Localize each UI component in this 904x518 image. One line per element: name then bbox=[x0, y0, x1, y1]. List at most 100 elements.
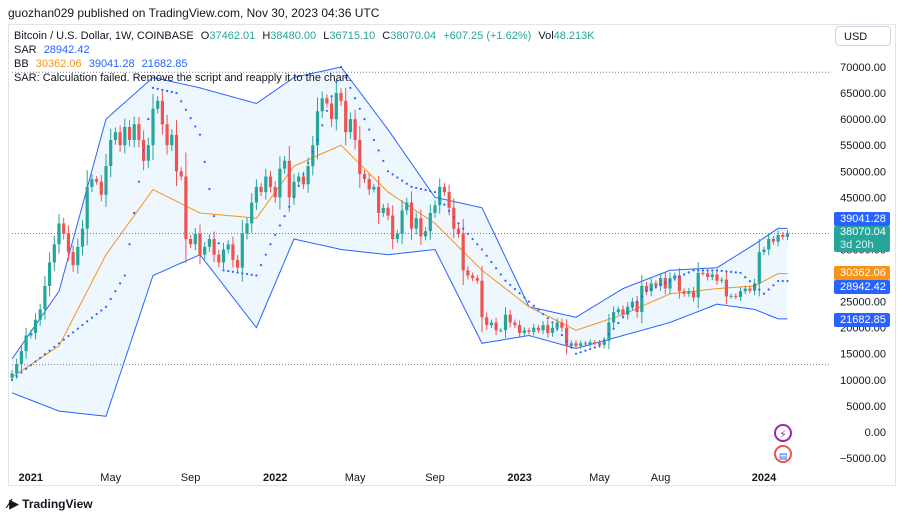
sar-dot bbox=[81, 323, 84, 327]
candle bbox=[626, 301, 630, 320]
sar-dot bbox=[170, 90, 173, 94]
sar-dot bbox=[584, 349, 587, 352]
candle-body bbox=[367, 179, 371, 190]
candle bbox=[781, 232, 785, 240]
candle bbox=[522, 327, 526, 336]
candle bbox=[109, 128, 113, 178]
sar-dot bbox=[523, 296, 526, 299]
sar-dot bbox=[485, 254, 488, 257]
candle-body bbox=[626, 306, 630, 315]
symbol-name[interactable]: Bitcoin / U.S. Dollar, 1W, COINBASE bbox=[14, 30, 194, 42]
candle-body bbox=[71, 252, 75, 266]
open-label: O bbox=[200, 30, 210, 42]
lightning-icon[interactable]: ⚡ bbox=[774, 424, 792, 442]
sar-dot bbox=[701, 269, 705, 272]
brand-name: TradingView bbox=[22, 497, 93, 511]
candle-body bbox=[297, 176, 301, 182]
sar-dot bbox=[180, 100, 183, 103]
candle bbox=[113, 127, 117, 145]
sar-dot bbox=[255, 274, 258, 277]
candle-body bbox=[33, 319, 38, 333]
candle bbox=[428, 204, 432, 240]
candle-body bbox=[640, 286, 644, 313]
candle-body bbox=[682, 291, 686, 294]
sar-dot bbox=[48, 349, 51, 352]
candle-body bbox=[635, 301, 639, 312]
candle bbox=[701, 270, 705, 276]
sar-dot bbox=[302, 173, 305, 176]
sar-dot bbox=[744, 275, 747, 279]
candle-body bbox=[344, 100, 348, 133]
high-label: H bbox=[262, 30, 271, 42]
sar-dot bbox=[236, 271, 239, 274]
legend-sar-row[interactable]: SAR 28942.42 bbox=[14, 44, 94, 56]
sar-dot bbox=[706, 269, 709, 272]
candle bbox=[785, 230, 790, 241]
us-flag-event-icon[interactable]: ▤ bbox=[774, 445, 792, 463]
sar-dot bbox=[166, 89, 169, 93]
sar-dot bbox=[39, 356, 42, 360]
sar-dot bbox=[499, 273, 502, 276]
candle bbox=[132, 116, 136, 148]
candle-body bbox=[428, 213, 432, 232]
candle bbox=[226, 240, 230, 254]
candle-body bbox=[10, 373, 14, 378]
candle bbox=[424, 227, 428, 241]
sar-dot bbox=[715, 269, 719, 272]
sar-dot bbox=[551, 321, 554, 324]
bb-basis-price-tag: 30362.06 bbox=[834, 266, 890, 280]
candle bbox=[682, 288, 686, 297]
candle bbox=[706, 270, 710, 281]
sar-dot bbox=[748, 280, 752, 283]
bb-basis-line bbox=[11, 144, 788, 378]
sar-dot bbox=[518, 292, 521, 295]
sar-dot bbox=[123, 274, 126, 277]
candle bbox=[250, 193, 254, 233]
candle bbox=[433, 200, 437, 218]
candle bbox=[753, 278, 757, 296]
candle bbox=[513, 319, 517, 329]
bb-upper-price-tag: 39041.28 bbox=[834, 212, 890, 226]
candle bbox=[480, 265, 484, 333]
sar-dot bbox=[86, 320, 89, 323]
candle-body bbox=[659, 278, 663, 286]
candle-body bbox=[518, 325, 522, 333]
sar-dot bbox=[283, 215, 286, 218]
sar-dot bbox=[104, 305, 108, 308]
candle-body bbox=[311, 145, 315, 167]
candle bbox=[607, 313, 611, 350]
candle bbox=[518, 320, 522, 338]
candle-body bbox=[348, 119, 352, 133]
sar-error-text: SAR: Calculation failed. Remove the scri… bbox=[14, 72, 352, 84]
sar-price-tag: 28942.42 bbox=[834, 280, 890, 294]
sar-dot bbox=[560, 333, 564, 337]
candle bbox=[471, 272, 475, 282]
sar-dot bbox=[198, 133, 202, 136]
candle-body bbox=[442, 186, 446, 193]
bb-fill-area bbox=[12, 67, 788, 417]
chart-container[interactable] bbox=[8, 24, 896, 486]
currency-button[interactable]: USD bbox=[835, 26, 891, 46]
bb-lower-value: 21682.85 bbox=[141, 58, 188, 70]
footer-brand[interactable]: ⁄▶ TradingView bbox=[8, 496, 93, 512]
y-tick-label: 5000.00 bbox=[846, 401, 886, 413]
candle bbox=[748, 285, 752, 294]
candle-body bbox=[405, 202, 409, 211]
candle bbox=[29, 329, 33, 339]
sar-dot bbox=[593, 346, 596, 349]
candle-body bbox=[57, 223, 61, 245]
sar-dot bbox=[354, 97, 357, 100]
candle-body bbox=[588, 342, 592, 345]
sar-dot bbox=[433, 191, 437, 194]
candle-body bbox=[499, 330, 503, 332]
legend-bb-row[interactable]: BB 30362.06 39041.28 21682.85 bbox=[14, 58, 192, 70]
candle-body bbox=[217, 254, 221, 263]
candle bbox=[391, 205, 395, 250]
sar-dot bbox=[683, 273, 686, 276]
sar-dot bbox=[15, 375, 18, 378]
candle-body bbox=[546, 325, 550, 333]
candle-body bbox=[532, 327, 536, 332]
sar-dot bbox=[598, 344, 601, 348]
sar-dot bbox=[316, 138, 319, 142]
